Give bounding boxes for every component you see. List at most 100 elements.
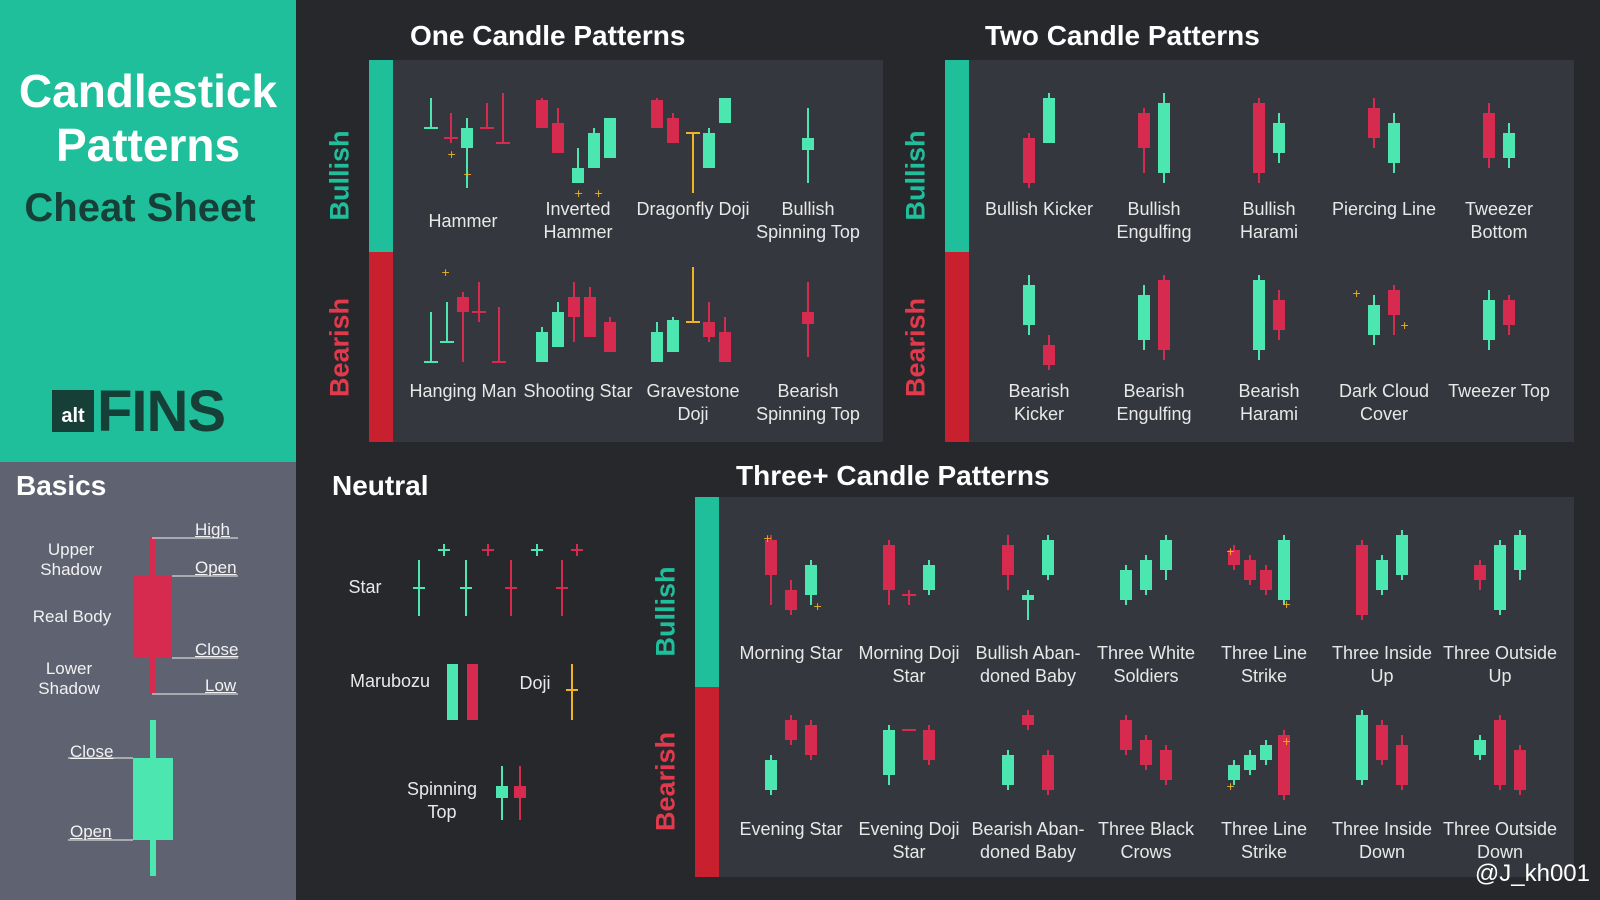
candle xyxy=(1396,530,1408,580)
signal-marker-icon: + xyxy=(447,148,456,161)
candle xyxy=(1160,535,1172,580)
signal-marker-icon: + xyxy=(1282,735,1291,748)
three-bearish-label: Bearish xyxy=(650,731,681,832)
candle xyxy=(1228,760,1240,785)
candle xyxy=(902,590,916,605)
candle xyxy=(584,287,596,337)
candle xyxy=(1158,275,1170,360)
pattern-label-three-inside-up: Three Inside Up xyxy=(1331,643,1433,686)
one-candle-title: One Candle Patterns xyxy=(410,20,686,51)
logo-small: alt xyxy=(52,390,94,432)
candle xyxy=(805,720,817,760)
candle xyxy=(1158,93,1170,183)
candle xyxy=(1043,335,1055,370)
candle xyxy=(1278,535,1290,605)
pattern-label-three-outside-down: Three Outside Down xyxy=(1442,819,1558,862)
three-bearish-bar xyxy=(695,687,719,877)
candles-three-bear-1 xyxy=(883,725,935,785)
basics-title: Basics xyxy=(16,470,107,501)
candle xyxy=(536,327,548,362)
candle xyxy=(1023,133,1035,188)
candle xyxy=(1023,275,1035,335)
candle xyxy=(1356,540,1368,620)
candle xyxy=(765,535,777,605)
brand-title: Candlestick Patterns xyxy=(0,64,296,172)
candle xyxy=(536,98,548,128)
candle xyxy=(1376,720,1388,765)
candle xyxy=(667,317,679,352)
candle xyxy=(1042,750,1054,795)
open-label: Open xyxy=(195,558,237,577)
candle xyxy=(923,725,935,765)
candle xyxy=(1138,108,1150,173)
signal-marker-icon: + xyxy=(1400,319,1409,332)
candles-two-bull-4 xyxy=(1483,103,1515,168)
candle xyxy=(444,113,458,143)
pattern-label-bearish-engulfing: Bearish Engulfing xyxy=(1116,381,1192,424)
close2-label: Close xyxy=(70,742,114,761)
one-bullish-label: Bullish xyxy=(324,130,355,221)
candle xyxy=(1474,560,1486,590)
candles-three-bull-4: ++ xyxy=(1226,535,1291,611)
pattern-label-three-line-strike: Three Line Strike xyxy=(1220,643,1308,686)
candles-three-bull-2 xyxy=(1002,535,1054,620)
candle xyxy=(923,560,935,595)
neutral-doji-label: Doji xyxy=(519,673,551,693)
candle xyxy=(1368,98,1380,148)
candle xyxy=(1483,103,1495,168)
candle xyxy=(1278,730,1290,800)
candles-three-bull-6 xyxy=(1474,530,1526,615)
signal-marker-icon: + xyxy=(1226,780,1235,793)
candles-one-bear-2 xyxy=(651,267,731,362)
neutral-doji-candle xyxy=(566,664,578,720)
brand-title-line2: Patterns xyxy=(55,119,241,171)
one-bearish-bar xyxy=(369,252,393,442)
pattern-label-hanging-man: Hanging Man xyxy=(409,381,517,401)
candle xyxy=(1002,535,1014,590)
low-label: Low xyxy=(205,676,237,695)
neutral-marubozu-label: Marubozu xyxy=(349,671,431,691)
candles-one-bull-3 xyxy=(802,108,814,183)
candle xyxy=(1253,98,1265,183)
neutral-diagram xyxy=(413,544,583,820)
candle xyxy=(802,108,814,183)
basics-bear-candle xyxy=(133,537,238,695)
pattern-label-evening-star: Evening Star xyxy=(739,819,843,839)
candles-three-bear-5 xyxy=(1356,710,1408,790)
candles-one-bear-0: + xyxy=(424,266,506,363)
signal-marker-icon: + xyxy=(1282,598,1291,611)
candles-one-bear-3 xyxy=(802,282,814,357)
candle xyxy=(1160,745,1172,785)
pattern-label-three-inside-down: Three Inside Down xyxy=(1331,819,1433,862)
pattern-label-shooting-star: Shooting Star xyxy=(523,381,633,401)
pattern-label-three-white-soldiers: Three White Soldiers xyxy=(1096,643,1196,686)
candle xyxy=(1503,295,1515,335)
candles-three-bear-3 xyxy=(1120,715,1172,785)
pattern-label-dark-cloud-cover: Dark Cloud Cover xyxy=(1338,381,1430,424)
candle xyxy=(686,267,700,323)
candle xyxy=(1503,123,1515,168)
candle xyxy=(1376,555,1388,595)
candle xyxy=(765,755,777,795)
two-bullish-bar xyxy=(945,60,969,252)
candles-two-bear-2 xyxy=(1253,275,1285,360)
neutral-star-candles xyxy=(413,544,583,616)
candles-three-bear-2 xyxy=(1002,710,1054,795)
candle xyxy=(1022,590,1034,620)
candle xyxy=(1022,710,1034,730)
candle xyxy=(424,98,438,129)
candles-three-bull-1 xyxy=(883,540,935,605)
candle xyxy=(1388,113,1400,173)
candles-one-bull-2 xyxy=(651,98,731,193)
pattern-label-dragonfly-doji: Dragonfly Doji xyxy=(636,199,750,219)
candles-two-bull-3 xyxy=(1368,98,1400,173)
candles-three-bull-5 xyxy=(1356,530,1408,620)
candle xyxy=(1396,735,1408,790)
three-candle-title: Three+ Candle Patterns xyxy=(736,460,1050,491)
candle xyxy=(1273,113,1285,163)
signal-marker-icon: + xyxy=(594,187,603,200)
candle xyxy=(719,98,731,123)
candle xyxy=(1120,715,1132,755)
pattern-label-tweezer-top: Tweezer Top xyxy=(1448,381,1550,401)
signal-marker-icon: + xyxy=(463,168,472,181)
